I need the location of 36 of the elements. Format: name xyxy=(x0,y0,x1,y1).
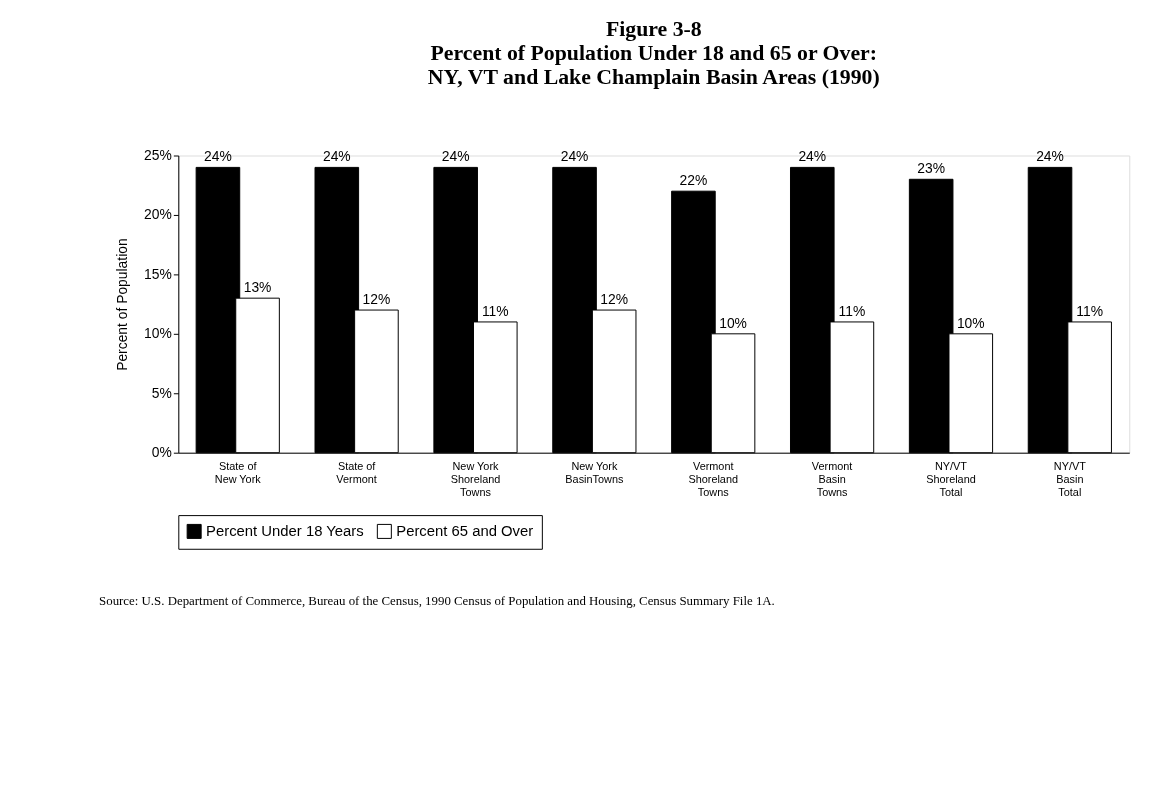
data-label: 24% xyxy=(560,148,589,165)
y-tick-label: 0% xyxy=(151,444,172,461)
data-label: 24% xyxy=(1036,148,1064,165)
y-tick-label: 25% xyxy=(144,146,172,163)
data-label: 11% xyxy=(838,303,866,319)
chart-title: Figure 3-8 xyxy=(605,16,702,41)
x-tick-label: Vermont Shoreland Towns xyxy=(688,460,739,498)
data-label: 10% xyxy=(719,314,747,331)
x-tick-label: State of New York xyxy=(214,460,262,485)
data-label: 12% xyxy=(600,291,629,308)
data-label: 11% xyxy=(1076,303,1104,319)
y-tick-label: 5% xyxy=(151,384,172,401)
legend-label: Percent 65 and Over xyxy=(396,523,534,540)
source-note: Source: U.S. Department of Commerce, Bureau of the Census, 1990 Census of Population and Housing, Census Summary File 1A. xyxy=(99,594,775,609)
data-label: 24% xyxy=(441,148,470,165)
data-label: 24% xyxy=(204,148,232,165)
data-label: 12% xyxy=(362,291,391,308)
x-tick-label: New York Shoreland Towns xyxy=(450,460,501,498)
data-label: 24% xyxy=(798,148,827,165)
data-label: 13% xyxy=(243,279,272,296)
x-tick-label: New York BasinTowns xyxy=(565,460,624,485)
y-tick-label: 20% xyxy=(144,206,172,223)
y-axis-title: Percent of Population xyxy=(114,238,131,371)
chart-subtitle: Percent of Population Under 18 and 65 or Over: NY, VT and Lake Champlain Basin Areas (1990) xyxy=(427,41,880,90)
x-tick-label: NY/VT Basin Total xyxy=(1053,460,1087,498)
x-tick-label: State of Vermont xyxy=(336,460,377,485)
legend-label: Percent Under 18 Years xyxy=(206,523,364,540)
x-tick-label: NY/VT Shoreland Total xyxy=(926,460,976,498)
data-label: 11% xyxy=(481,303,509,319)
data-label: 10% xyxy=(956,314,985,331)
x-tick-label: Vermont Basin Towns xyxy=(811,460,853,498)
data-label: 23% xyxy=(917,160,946,177)
data-label: 22% xyxy=(679,172,708,189)
y-tick-label: 10% xyxy=(144,325,172,342)
y-tick-label: 15% xyxy=(144,265,172,282)
data-label: 24% xyxy=(322,148,351,165)
